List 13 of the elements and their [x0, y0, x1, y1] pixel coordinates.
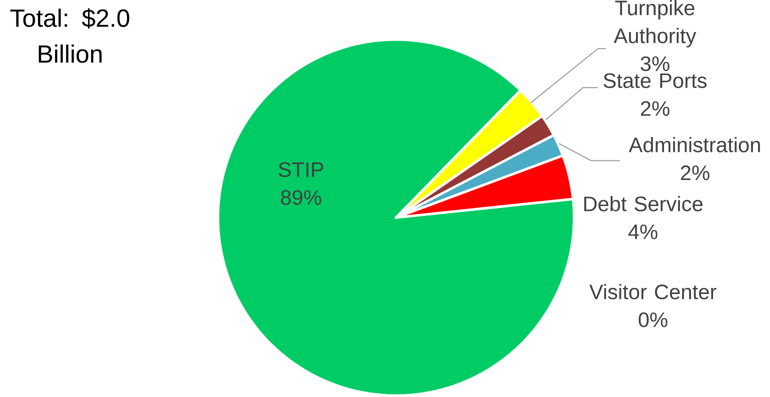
data-label: 2% — [640, 101, 670, 116]
data-label: 4% — [628, 224, 658, 240]
data-label: 3% — [640, 56, 670, 72]
slice-label: Administration — [628, 137, 760, 152]
slice-label: STIP — [278, 162, 324, 178]
slice-label: State Ports — [604, 73, 707, 88]
text: Total: $2.0 Billion — [10, 8, 130, 63]
text: 0% — [638, 312, 668, 328]
slice-label: Turnpike Authority — [614, 0, 696, 48]
slice-label: Debt Service — [584, 196, 703, 212]
data-label: 2% — [680, 166, 710, 180]
data-label: 89% — [280, 190, 322, 206]
category-label: Visitor Center — [589, 284, 716, 300]
